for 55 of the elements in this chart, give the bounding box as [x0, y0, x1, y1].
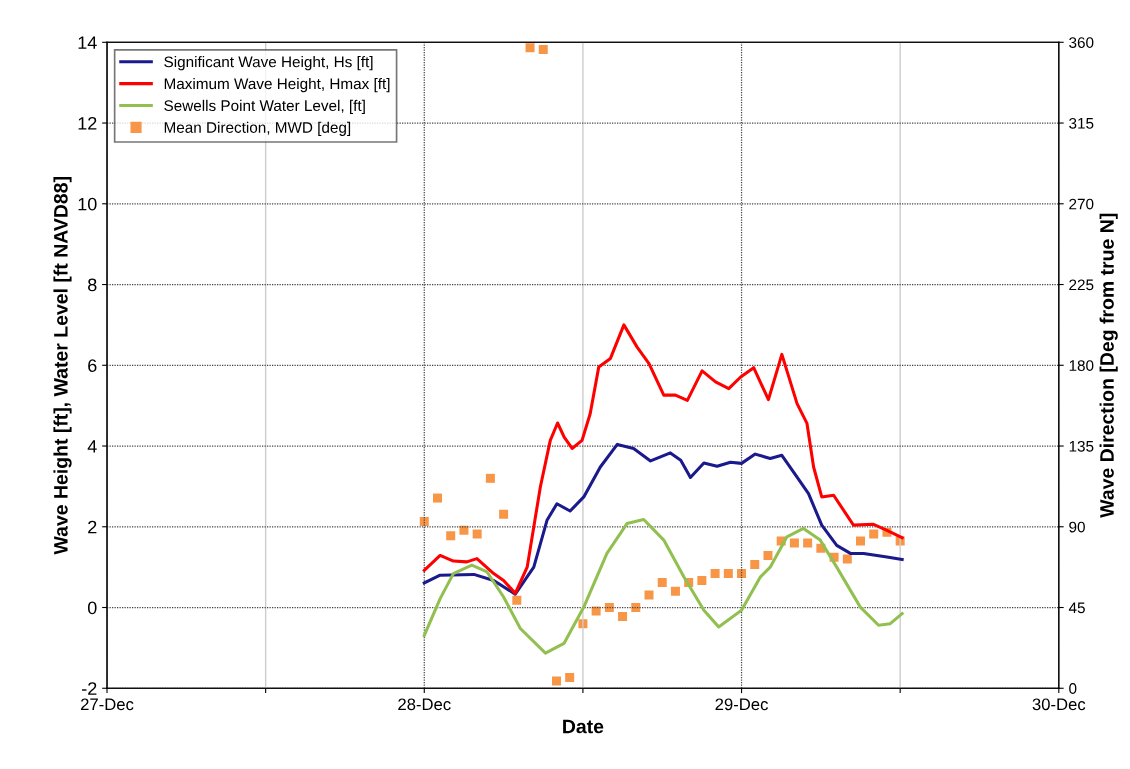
y2-tick-label: 315	[1069, 117, 1094, 129]
point	[419, 516, 429, 526]
point	[459, 525, 469, 535]
legend-label: Maximum Wave Height, Hmax [ft]	[164, 77, 390, 93]
point	[803, 538, 813, 548]
x-tick-label: 28-Dec	[398, 698, 451, 711]
point	[869, 529, 879, 539]
legend-label: Mean Direction, MWD [deg]	[164, 121, 351, 136]
y2-axis-title: Wave Direction [Deg from true N]	[1099, 213, 1118, 518]
point	[472, 529, 482, 539]
point	[525, 43, 535, 53]
y2-tick-label: 225	[1069, 279, 1094, 291]
point	[499, 509, 509, 519]
y-tick-label: 2	[88, 520, 97, 534]
point	[670, 586, 680, 596]
y2-tick-label: 135	[1069, 440, 1094, 452]
y2-tick-label: 180	[1069, 360, 1094, 371]
point	[538, 44, 548, 54]
y-tick-label: 12	[78, 116, 97, 130]
point	[644, 590, 654, 600]
point	[710, 568, 720, 578]
point	[750, 559, 760, 569]
point	[842, 554, 852, 564]
x-axis-title: Date	[563, 719, 604, 734]
x-tick-label: 27-Dec	[80, 698, 134, 711]
point	[618, 611, 628, 621]
point	[789, 538, 799, 548]
y-axis-title: Wave Height [ft], Water Level [ft NAVD88]	[53, 177, 72, 555]
y2-tick-label: 0	[1069, 683, 1077, 694]
point	[433, 493, 442, 503]
point	[485, 473, 495, 483]
point	[657, 577, 667, 587]
point	[697, 576, 707, 586]
point	[446, 531, 456, 541]
y-tick-label: 14	[78, 36, 97, 49]
y-tick-label: 6	[88, 359, 97, 372]
point	[856, 536, 866, 546]
y2-tick-label: 90	[1069, 521, 1085, 533]
y2-tick-label: 45	[1068, 602, 1085, 614]
y-tick-label: 0	[87, 601, 97, 615]
y-tick-label: 10	[78, 197, 97, 211]
y-tick-label: 4	[87, 440, 97, 453]
x-tick-label: 30-Dec	[1032, 698, 1086, 711]
y-tick-label: -2	[82, 682, 97, 695]
y2-tick-label: 270	[1069, 198, 1094, 210]
point	[723, 568, 733, 578]
point	[763, 550, 773, 560]
legend-label: Sewells Point Water Level, [ft]	[164, 99, 365, 115]
legend-label: Significant Wave Height, Hs [ft]	[164, 56, 373, 71]
y2-tick-label: 360	[1069, 37, 1094, 48]
point	[565, 672, 575, 682]
point	[512, 595, 522, 605]
point	[551, 676, 561, 686]
x-tick-label: 29-Dec	[715, 698, 768, 711]
y-tick-label: 8	[88, 278, 97, 292]
